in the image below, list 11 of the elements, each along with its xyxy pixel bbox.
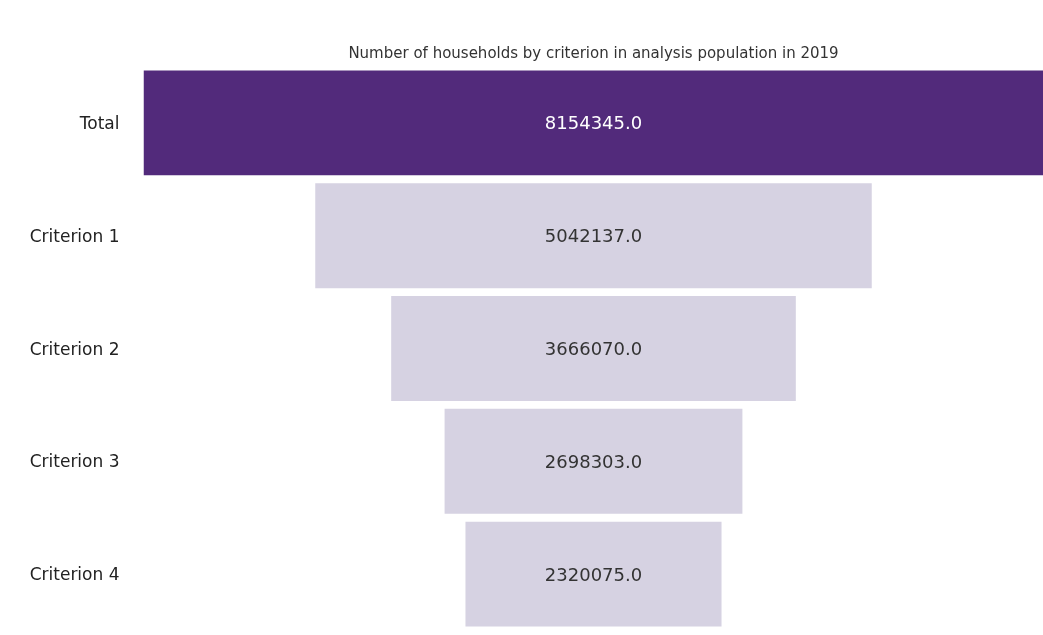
data-label: 2320075.0 bbox=[544, 563, 643, 585]
category-label: Criterion 3 bbox=[29, 451, 120, 472]
category-label: Criterion 4 bbox=[29, 564, 120, 585]
text: Number of households by criterion in analysis population in 2019 bbox=[348, 43, 839, 62]
data-label: 5042137.0 bbox=[544, 225, 643, 247]
category-label: Total bbox=[78, 112, 120, 133]
data-label: 2698303.0 bbox=[544, 450, 643, 472]
data-label: 3666070.0 bbox=[544, 338, 643, 359]
category-label: Criterion 1 bbox=[29, 225, 120, 246]
data-label: 8154345.0 bbox=[544, 112, 643, 134]
category-label: Criterion 2 bbox=[29, 338, 120, 359]
